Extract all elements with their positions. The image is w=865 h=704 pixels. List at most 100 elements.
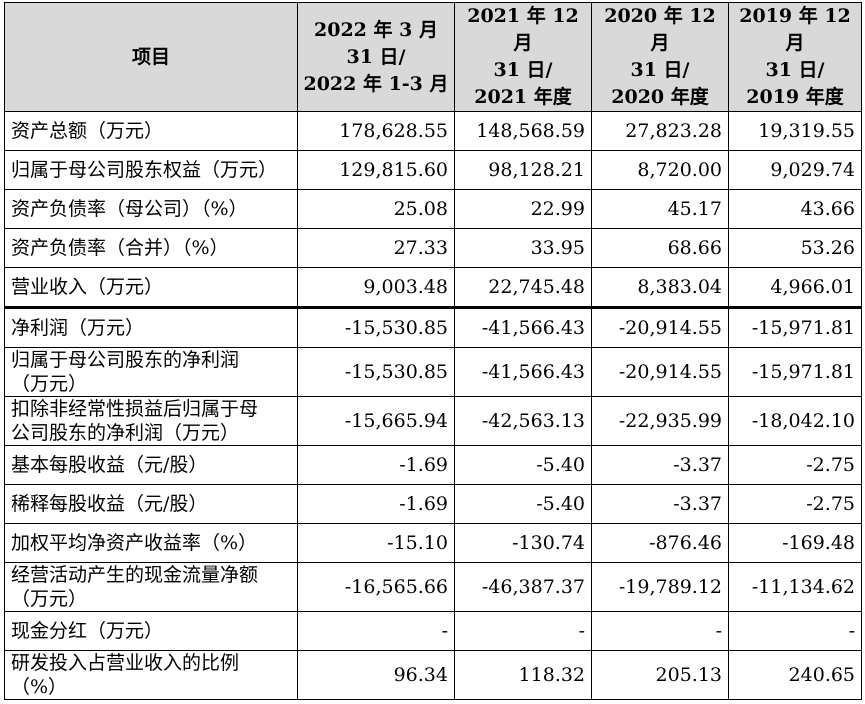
row-label: 加权平均净资产收益率（%）: [4, 523, 298, 563]
value-cell: -2.75: [728, 484, 862, 524]
value-cell: 148,568.59: [454, 111, 592, 151]
row-label: 净利润（万元）: [4, 306, 298, 348]
value-cell: 4,966.01: [728, 267, 862, 308]
value-cell: -18,042.10: [728, 396, 862, 446]
row-label: 稀释每股收益（元/股）: [4, 484, 298, 524]
value-cell: 33.95: [454, 228, 592, 268]
header-line: 2021 年 12 月: [467, 5, 579, 54]
financial-summary-table: 项目 2022 年 3 月 31 日/ 2022 年 1-3 月 2021 年 …: [4, 2, 862, 700]
value-cell: -1.69: [297, 445, 455, 485]
row-label-line: 稀释每股收益（元/股）: [11, 493, 208, 515]
header-row: 项目 2022 年 3 月 31 日/ 2022 年 1-3 月 2021 年 …: [4, 2, 862, 112]
value-cell: -15,530.85: [297, 306, 455, 348]
row-label-line: 资产负债率（合并）（%）: [11, 237, 229, 259]
value-cell: -: [728, 611, 862, 651]
table-row: 经营活动产生的现金流量净额 （万元） -16,565.66 -46,387.37 -19…: [4, 562, 862, 612]
value-cell: -876.46: [591, 523, 729, 563]
value-cell: 8,383.04: [591, 267, 729, 308]
row-label-line: 归属于母公司股东的净利润: [11, 349, 240, 371]
value-cell: -15,971.81: [728, 347, 862, 397]
value-cell: -41,566.43: [454, 306, 592, 348]
header-line: 31 日/: [493, 59, 553, 81]
header-line: 31 日/: [765, 59, 825, 81]
header-line: 2020 年 12 月: [604, 5, 716, 54]
header-line: 2020 年度: [611, 86, 709, 108]
value-cell: 205.13: [591, 650, 729, 700]
value-cell: -: [454, 611, 592, 651]
value-cell: -15,665.94: [297, 396, 455, 446]
value-cell: 98,128.21: [454, 150, 592, 190]
header-line: 2022 年 1-3 月: [303, 72, 449, 95]
value-cell: 22.99: [454, 189, 592, 229]
value-cell: 8,720.00: [591, 150, 729, 190]
header-line: 2019 年度: [746, 86, 844, 108]
table-row: 净利润（万元） -15,530.85 -41,566.43 -20,914.55 -15…: [4, 306, 862, 348]
value-cell: -46,387.37: [454, 562, 592, 612]
table-row: 研发投入占营业收入的比例 （%） 96.34 118.32 205.13 240.65: [4, 650, 862, 700]
value-cell: -22,935.99: [591, 396, 729, 446]
value-cell: -5.40: [454, 484, 592, 524]
row-label: 营业收入（万元）: [4, 267, 298, 308]
header-2019: 2019 年 12 月 31 日/ 2019 年度: [728, 2, 862, 112]
row-label-line: 研发投入占营业收入的比例: [11, 652, 240, 674]
row-label: 归属于母公司股东的净利润 （万元）: [4, 347, 298, 397]
row-label: 归属于母公司股东权益（万元）: [4, 150, 298, 190]
table-row: 归属于母公司股东权益（万元） 129,815.60 98,128.21 8,720.0…: [4, 150, 862, 190]
row-label-line: 归属于母公司股东权益（万元）: [11, 159, 278, 181]
value-cell: -15,530.85: [297, 347, 455, 397]
table-row: 基本每股收益（元/股） -1.69 -5.40 -3.37 -2.75: [4, 445, 862, 485]
value-cell: 27,823.28: [591, 111, 729, 151]
row-label-line: （万元）: [11, 588, 88, 610]
header-line: 2022 年 3 月: [314, 18, 438, 41]
value-cell: 118.32: [454, 650, 592, 700]
value-cell: 96.34: [297, 650, 455, 700]
table-body: 资产总额（万元） 178,628.55 148,568.59 27,823.28 19,…: [4, 111, 862, 700]
value-cell: 240.65: [728, 650, 862, 700]
row-label-line: 经营活动产生的现金流量净额: [11, 564, 259, 586]
row-label-line: （%）: [11, 676, 68, 698]
value-cell: -3.37: [591, 484, 729, 524]
value-cell: 19,319.55: [728, 111, 862, 151]
value-cell: 25.08: [297, 189, 455, 229]
value-cell: -16,565.66: [297, 562, 455, 612]
row-label-line: 基本每股收益（元/股）: [11, 454, 208, 476]
value-cell: -1.69: [297, 484, 455, 524]
row-label-line: 营业收入（万元）: [11, 276, 164, 298]
value-cell: 45.17: [591, 189, 729, 229]
header-item-label: 项目: [131, 45, 170, 68]
header-2022q1: 2022 年 3 月 31 日/ 2022 年 1-3 月: [297, 2, 455, 112]
value-cell: -15,971.81: [728, 306, 862, 348]
table-row: 资产负债率（母公司）（%） 25.08 22.99 45.17 43.66: [4, 189, 862, 229]
row-label: 资产总额（万元）: [4, 111, 298, 151]
header-2021: 2021 年 12 月 31 日/ 2021 年度: [454, 2, 592, 112]
table-row: 资产负债率（合并）（%） 27.33 33.95 68.66 53.26: [4, 228, 862, 268]
header-line: 2021 年度: [474, 86, 572, 108]
value-cell: 178,628.55: [297, 111, 455, 151]
value-cell: 9,029.74: [728, 150, 862, 190]
row-label: 经营活动产生的现金流量净额 （万元）: [4, 562, 298, 612]
row-label-line: 资产负债率（母公司）（%）: [11, 198, 248, 220]
table-row: 归属于母公司股东的净利润 （万元） -15,530.85 -41,566.43 -20,…: [4, 347, 862, 397]
value-cell: -3.37: [591, 445, 729, 485]
row-label-line: （万元）: [11, 373, 88, 395]
table-row: 资产总额（万元） 178,628.55 148,568.59 27,823.28 19,…: [4, 111, 862, 151]
row-label-line: 加权平均净资产收益率（%）: [11, 532, 258, 554]
table-row: 现金分红（万元） - - - -: [4, 611, 862, 651]
value-cell: -15.10: [297, 523, 455, 563]
value-cell: -130.74: [454, 523, 592, 563]
row-label: 基本每股收益（元/股）: [4, 445, 298, 485]
header-2020: 2020 年 12 月 31 日/ 2020 年度: [591, 2, 729, 112]
table-row: 加权平均净资产收益率（%） -15.10 -130.74 -876.46 -169.48: [4, 523, 862, 563]
value-cell: -: [591, 611, 729, 651]
value-cell: -41,566.43: [454, 347, 592, 397]
table-row: 营业收入（万元） 9,003.48 22,745.48 8,383.04 4,966.0…: [4, 267, 862, 308]
value-cell: 129,815.60: [297, 150, 455, 190]
value-cell: 27.33: [297, 228, 455, 268]
row-label-line: 资产总额（万元）: [11, 120, 164, 142]
value-cell: -169.48: [728, 523, 862, 563]
value-cell: -: [297, 611, 455, 651]
value-cell: -19,789.12: [591, 562, 729, 612]
value-cell: 68.66: [591, 228, 729, 268]
value-cell: 43.66: [728, 189, 862, 229]
row-label: 资产负债率（母公司）（%）: [4, 189, 298, 229]
